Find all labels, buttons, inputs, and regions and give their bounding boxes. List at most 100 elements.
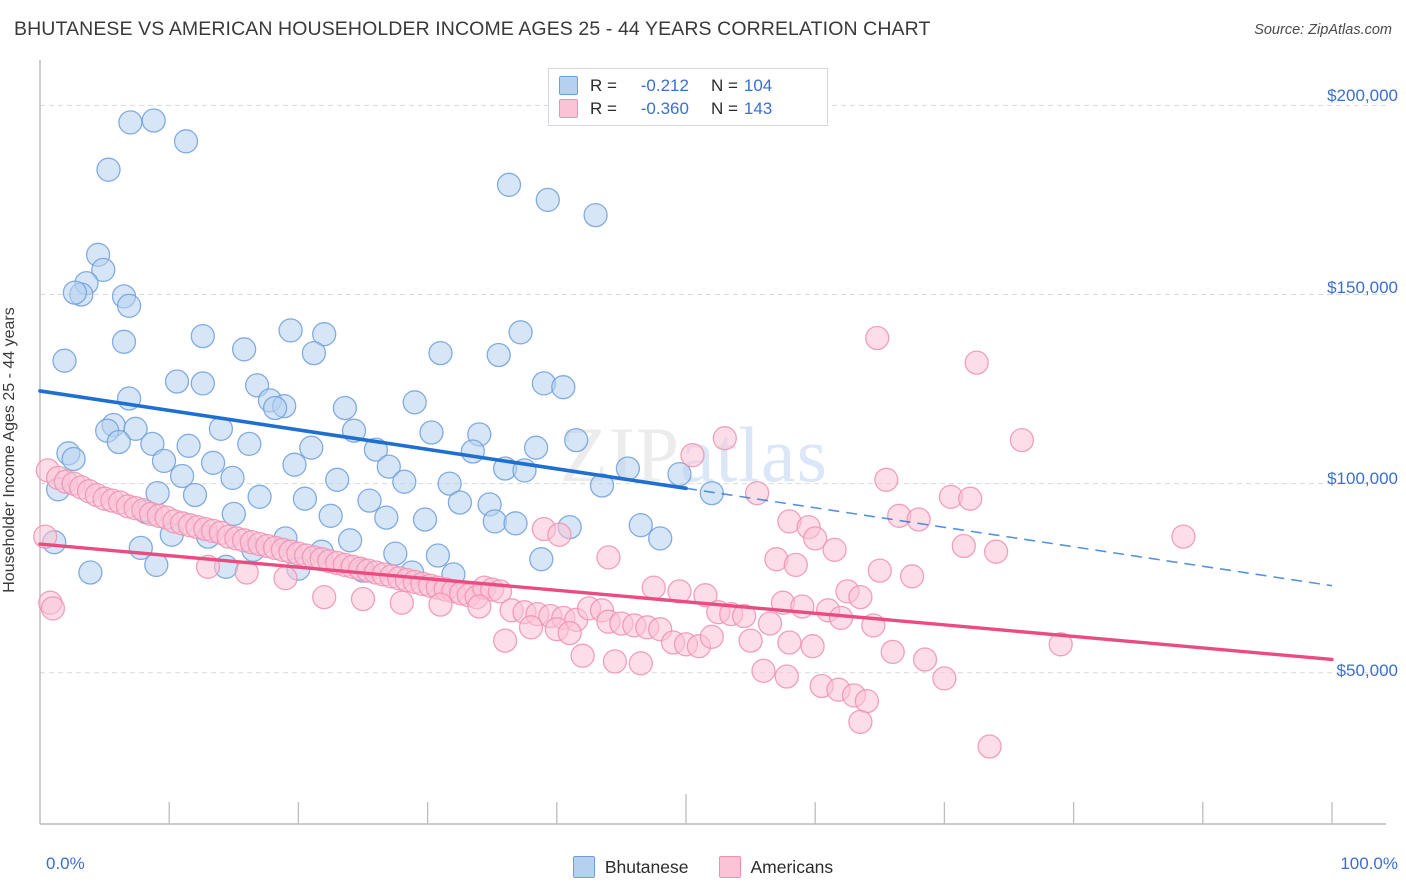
scatter-point xyxy=(325,467,350,492)
scatter-point xyxy=(822,537,847,562)
legend-label-bhutanese: Bhutanese xyxy=(604,856,689,877)
n-label-pink: N = xyxy=(710,98,738,118)
scatter-point xyxy=(518,615,544,640)
scatter-point xyxy=(173,129,199,154)
r-value-pink: -0.360 xyxy=(640,98,689,118)
scatter-point xyxy=(176,433,201,458)
scatter-point xyxy=(803,526,828,551)
scatter-point xyxy=(312,322,337,347)
scatter-point xyxy=(529,547,554,572)
x-tick-min: 0.0% xyxy=(46,854,85,873)
r-label-blue: R = xyxy=(590,75,617,95)
scatter-point xyxy=(402,390,427,415)
scatter-point xyxy=(299,435,324,460)
scatter-point xyxy=(118,110,143,135)
scatter-point xyxy=(983,539,1009,564)
scatter-point xyxy=(680,443,705,468)
scatter-point xyxy=(116,293,142,318)
scatter-point xyxy=(428,340,453,366)
scatter-point xyxy=(865,325,890,351)
n-label-blue: N = xyxy=(710,75,738,95)
scatter-point xyxy=(596,545,621,570)
scatter-point xyxy=(744,480,770,506)
scatter-point xyxy=(783,552,808,578)
source-attribution: Source: ZipAtlas.com xyxy=(1254,22,1392,38)
scatter-point xyxy=(62,280,88,305)
scatter-point xyxy=(854,688,880,714)
legend-item-bhutanese[interactable]: Bhutanese xyxy=(572,856,689,878)
y-tick-100000: $100,000 xyxy=(1327,469,1398,488)
scatter-point xyxy=(628,513,653,538)
scatter-point xyxy=(508,320,533,345)
r-label-pink: R = xyxy=(590,98,617,118)
scatter-point xyxy=(460,439,485,464)
scatter-point xyxy=(557,620,582,646)
scatter-point xyxy=(602,649,628,674)
scatter-point xyxy=(151,448,177,474)
scatter-point xyxy=(182,482,208,508)
scatter-point xyxy=(523,435,549,460)
scatter-point xyxy=(648,526,673,551)
r-value-blue: -0.212 xyxy=(640,75,689,95)
scatter-point xyxy=(1009,427,1035,453)
scatter-point xyxy=(699,624,724,649)
legend-label-americans: Americans xyxy=(750,856,834,877)
trendline-projection-bhutanese xyxy=(685,487,1333,587)
scatter-point xyxy=(78,560,103,585)
scatter-point xyxy=(392,469,417,494)
scatter-point xyxy=(848,584,873,610)
scatter-point xyxy=(977,734,1002,759)
y-tick-150000: $150,000 xyxy=(1327,278,1398,297)
n-value-pink: 143 xyxy=(743,98,773,118)
scatter-point xyxy=(301,340,327,366)
pink-swatch-icon xyxy=(559,99,578,118)
scatter-point xyxy=(357,488,382,513)
scatter-point xyxy=(337,528,363,553)
scatter-point xyxy=(292,486,318,511)
scatter-point xyxy=(1171,524,1196,549)
scatter-point xyxy=(437,471,462,496)
scatter-point xyxy=(200,450,226,475)
scatter-point xyxy=(278,318,303,343)
trendline-americans xyxy=(38,542,1334,662)
scatter-point xyxy=(731,603,757,629)
scatter-point xyxy=(564,427,589,453)
scatter-point xyxy=(751,658,776,683)
scatter-point xyxy=(1048,632,1073,657)
scatter-point xyxy=(874,467,899,492)
scatter-point xyxy=(447,490,473,515)
scatter-point xyxy=(551,375,576,400)
scatter-point xyxy=(383,541,408,566)
scatter-point xyxy=(123,416,148,441)
scatter-point xyxy=(332,395,358,421)
scatter-point xyxy=(712,426,737,451)
scatter-point xyxy=(231,337,257,362)
scatter-point xyxy=(374,505,399,530)
correlation-legend: R = -0.212 N = 104 R = -0.360 N = 143 xyxy=(548,68,828,126)
series-legend: Bhutanese Americans xyxy=(0,856,1406,878)
stat-row-bhutanese: R = -0.212 N = 104 xyxy=(559,74,817,97)
americans-swatch-icon xyxy=(718,856,741,878)
scatter-point xyxy=(906,507,931,532)
scatter-point xyxy=(951,533,976,559)
scatter-point xyxy=(141,108,166,133)
scatter-point xyxy=(912,647,938,672)
scatter-point xyxy=(169,463,195,489)
scatter-point xyxy=(419,420,444,445)
scatter-point xyxy=(964,350,989,375)
legend-item-americans[interactable]: Americans xyxy=(718,856,834,878)
trendline-bhutanese xyxy=(38,389,688,491)
scatter-point xyxy=(190,323,215,349)
scatter-point xyxy=(774,664,799,689)
x-tick-max: 100.0% xyxy=(1340,854,1398,873)
n-value-blue: 104 xyxy=(743,75,773,95)
page-title: BHUTANESE VS AMERICAN HOUSEHOLDER INCOME… xyxy=(14,18,931,40)
scatter-point xyxy=(237,431,262,457)
series-points-americans xyxy=(33,325,1196,759)
scatter-point xyxy=(428,592,453,617)
scatter-point xyxy=(412,507,438,532)
scatter-point xyxy=(482,509,507,534)
scatter-point xyxy=(757,611,783,636)
